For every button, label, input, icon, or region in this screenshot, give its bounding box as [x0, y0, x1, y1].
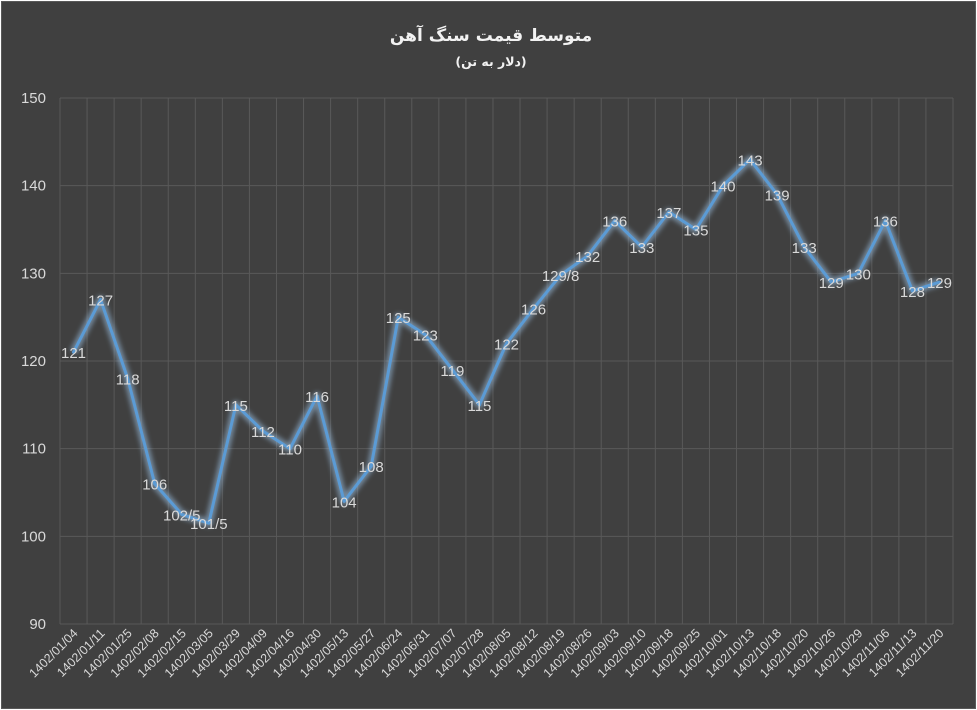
data-label: 115: [467, 398, 491, 415]
data-label: 112: [251, 424, 275, 441]
data-label: 128: [900, 284, 925, 301]
data-point: [288, 447, 292, 451]
data-point: [883, 219, 887, 223]
data-label: 129: [819, 275, 844, 292]
data-point: [586, 254, 590, 258]
data-label: 118: [116, 372, 140, 389]
data-point: [315, 394, 319, 398]
data-point: [126, 377, 130, 381]
data-label: 132: [575, 249, 600, 266]
data-label: 102/5: [163, 507, 201, 524]
data-point: [180, 512, 184, 516]
data-label: 123: [413, 328, 438, 345]
data-label: 136: [873, 214, 898, 231]
data-point: [748, 157, 752, 161]
data-label: 129/8: [542, 268, 580, 285]
y-tick-label: 120: [21, 353, 46, 370]
data-label: 121: [61, 345, 86, 362]
data-point: [72, 350, 76, 354]
data-label: 110: [278, 442, 302, 459]
data-label: 119: [440, 363, 464, 380]
y-tick-label: 130: [21, 265, 46, 282]
data-point: [802, 245, 806, 249]
data-point: [532, 306, 536, 310]
data-point: [667, 210, 671, 214]
data-point: [775, 192, 779, 196]
data-label: 133: [792, 240, 817, 257]
data-label: 126: [521, 301, 546, 318]
y-tick-label: 90: [29, 616, 46, 633]
y-tick-label: 140: [21, 178, 46, 195]
data-point: [559, 273, 563, 277]
data-label: 137: [656, 205, 681, 222]
data-label: 139: [765, 187, 790, 204]
data-point: [505, 341, 508, 345]
data-point: [261, 429, 265, 433]
line-layer: [69, 155, 941, 528]
data-point: [423, 333, 427, 337]
data-label: 136: [602, 214, 627, 231]
data-point: [99, 298, 103, 302]
data-label: 129: [927, 275, 952, 292]
data-label: 143: [738, 152, 763, 169]
data-point: [640, 245, 644, 249]
data-point: [721, 184, 725, 188]
data-point: [153, 482, 157, 486]
data-label: 104: [332, 494, 357, 511]
data-point: [613, 219, 617, 223]
data-label: 106: [142, 477, 167, 494]
data-point: [342, 499, 346, 503]
data-label: 115: [224, 398, 248, 415]
chart-title: متوسط قیمت سنگ آهن: [390, 24, 592, 46]
data-label: 140: [710, 179, 735, 196]
data-label: 108: [359, 459, 384, 476]
data-point: [829, 280, 833, 284]
data-point: [694, 228, 698, 231]
data-point: [450, 368, 454, 372]
data-label: 101/5: [190, 516, 228, 533]
data-label: 116: [305, 389, 329, 406]
data-label: 127: [88, 293, 113, 310]
data-label: 125: [386, 310, 411, 327]
data-point: [396, 315, 400, 319]
data-labels: 121127118106102/5101/5115112110116104108…: [61, 152, 952, 533]
data-label: 133: [629, 240, 654, 257]
chart-subtitle: (دلار به تن): [455, 54, 526, 69]
data-point: [207, 521, 211, 525]
y-tick-label: 110: [22, 441, 46, 458]
data-point: [369, 464, 373, 468]
data-point: [234, 403, 238, 407]
data-label: 122: [494, 336, 519, 353]
y-tick-label: 100: [21, 528, 46, 545]
data-point: [477, 403, 481, 407]
data-point: [910, 289, 914, 293]
data-label: 130: [846, 266, 871, 283]
data-point: [937, 280, 941, 284]
grid-layer: [59, 97, 954, 625]
data-label: 135: [683, 223, 708, 240]
data-point: [856, 271, 860, 275]
x-axis: 1402/01/041402/01/111402/01/251402/02/08…: [27, 626, 947, 680]
y-tick-label: 150: [21, 90, 46, 107]
y-axis: 90 100 110 120 130 140 150: [21, 90, 46, 633]
